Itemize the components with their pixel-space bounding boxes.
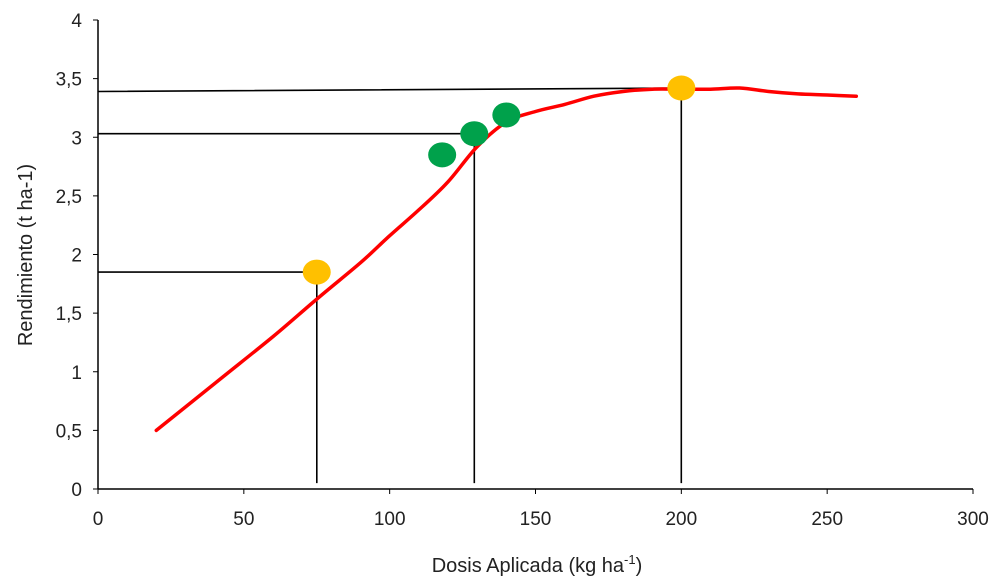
x-tick-label: 200 [665,509,697,530]
x-axis-title-suffix: ) [636,555,643,577]
x-tick-label: 150 [520,509,552,530]
y-tick-label: 1,5 [56,304,82,325]
data-series [154,86,859,433]
y-tick-label: 0 [71,480,82,501]
x-axis-title: Dosis Aplicada (kg ha-1) [432,552,643,577]
y-tick-label: 3 [71,128,82,149]
x-tick-label: 100 [374,509,406,530]
axes [93,19,974,494]
x-axis-title-superscript: -1 [624,552,636,567]
y-tick-label: 1 [71,363,82,384]
x-tick-labels: 0 50 100 150 200 250 300 [93,509,989,530]
reference-line [97,87,683,484]
data-point-marker [428,142,457,168]
x-tick-label: 0 [93,509,104,530]
x-axis-title-text: Dosis Aplicada (kg ha [432,555,625,577]
reference-line [98,132,476,484]
series-line [154,86,859,433]
reference-lines [97,87,683,484]
data-point-marker [302,259,331,285]
y-tick-labels: 0 0,5 1 1,5 2 2,5 3 3,5 4 [56,11,83,501]
x-tick-label: 250 [811,509,843,530]
x-tick-label: 50 [233,509,254,530]
x-tick-label: 300 [957,509,989,530]
y-axis-title: Rendimiento (t ha-1) [15,164,37,346]
y-tick-label: 2 [71,246,82,267]
data-point-marker [492,102,521,128]
data-point-marker [667,75,696,101]
reference-line [98,271,318,484]
y-tick-label: 3,5 [56,70,82,91]
y-tick-label: 4 [71,11,82,32]
data-markers [302,75,696,285]
y-tick-label: 2,5 [56,187,82,208]
y-tick-label: 0,5 [56,421,82,442]
data-point-marker [460,121,489,147]
